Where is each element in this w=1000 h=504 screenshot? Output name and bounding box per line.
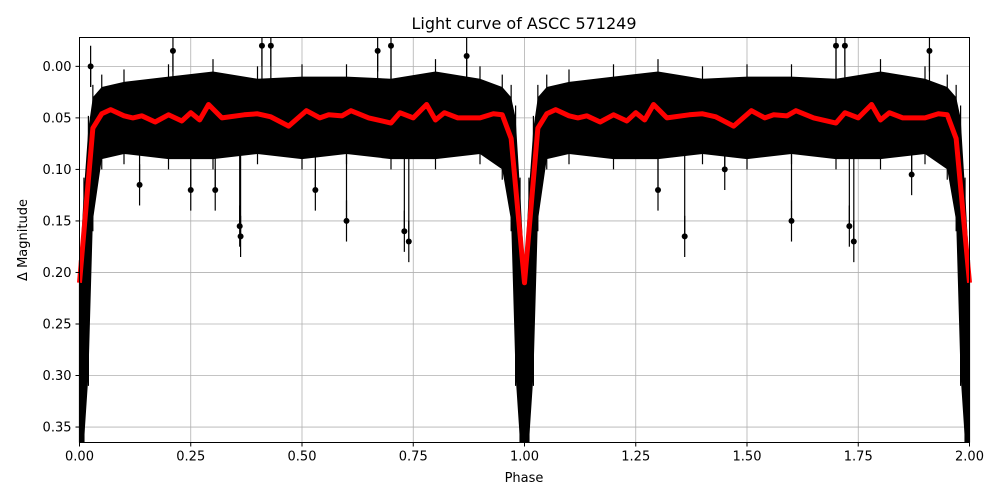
x-tick-label: 0.00	[65, 450, 94, 465]
observation-point	[237, 233, 244, 240]
observation-point	[655, 187, 661, 194]
observation-point	[405, 238, 412, 245]
observation-point	[374, 47, 381, 54]
observation-outliers	[87, 37, 933, 263]
observation-point	[926, 47, 933, 54]
y-tick-label: 0.15	[43, 214, 72, 229]
observation-point	[267, 42, 274, 49]
y-tick-label: 0.20	[43, 266, 72, 281]
observation-point	[401, 228, 408, 235]
observation-point	[169, 47, 176, 54]
observation-point	[343, 217, 350, 224]
model-curve	[77, 101, 972, 286]
observation-point	[908, 171, 915, 178]
observations-band	[78, 59, 971, 443]
observation-point	[212, 187, 219, 194]
x-axis-label: Phase	[505, 471, 544, 486]
observation-point	[681, 233, 688, 240]
observation-point	[846, 223, 853, 230]
observation-point	[87, 63, 94, 70]
observation-point	[841, 42, 848, 49]
observation-point	[850, 238, 857, 245]
x-tick-label: 1.25	[621, 450, 650, 465]
x-tick-label: 1.50	[733, 450, 762, 465]
observation-point	[463, 53, 470, 60]
model-line	[77, 101, 972, 286]
y-tick-label: 0.10	[43, 163, 72, 178]
observation-point	[258, 42, 265, 49]
observation-point	[388, 42, 394, 49]
y-axis-ticks: 0.00 0.05 0.10 0.15 0.20 0.25 0.30 0.35	[43, 60, 80, 436]
y-tick-label: 0.30	[43, 369, 72, 384]
observation-point	[312, 187, 319, 194]
x-tick-label: 2.00	[955, 450, 984, 465]
chart-title: Light curve of ASCC 571249	[411, 14, 636, 33]
x-tick-label: 1.75	[844, 450, 873, 465]
y-axis-label: Δ Magnitude	[16, 199, 31, 281]
observation-point	[136, 181, 143, 188]
y-tick-label: 0.25	[43, 317, 72, 332]
x-tick-label: 0.50	[288, 450, 317, 465]
observation-point	[187, 187, 194, 194]
observation-point	[788, 217, 795, 224]
observation-point	[236, 223, 243, 230]
observation-point	[833, 42, 839, 49]
x-tick-label: 1.00	[510, 450, 539, 465]
y-tick-label: 0.05	[43, 111, 72, 126]
x-axis-ticks: 0.00 0.25 0.50 0.75 1.00 1.25 1.50 1.75 2.00	[65, 442, 984, 465]
x-tick-label: 0.25	[176, 450, 205, 465]
y-tick-label: 0.35	[43, 421, 72, 436]
observation-point	[721, 166, 728, 173]
y-tick-label: 0.00	[43, 60, 72, 75]
x-tick-label: 0.75	[399, 450, 428, 465]
